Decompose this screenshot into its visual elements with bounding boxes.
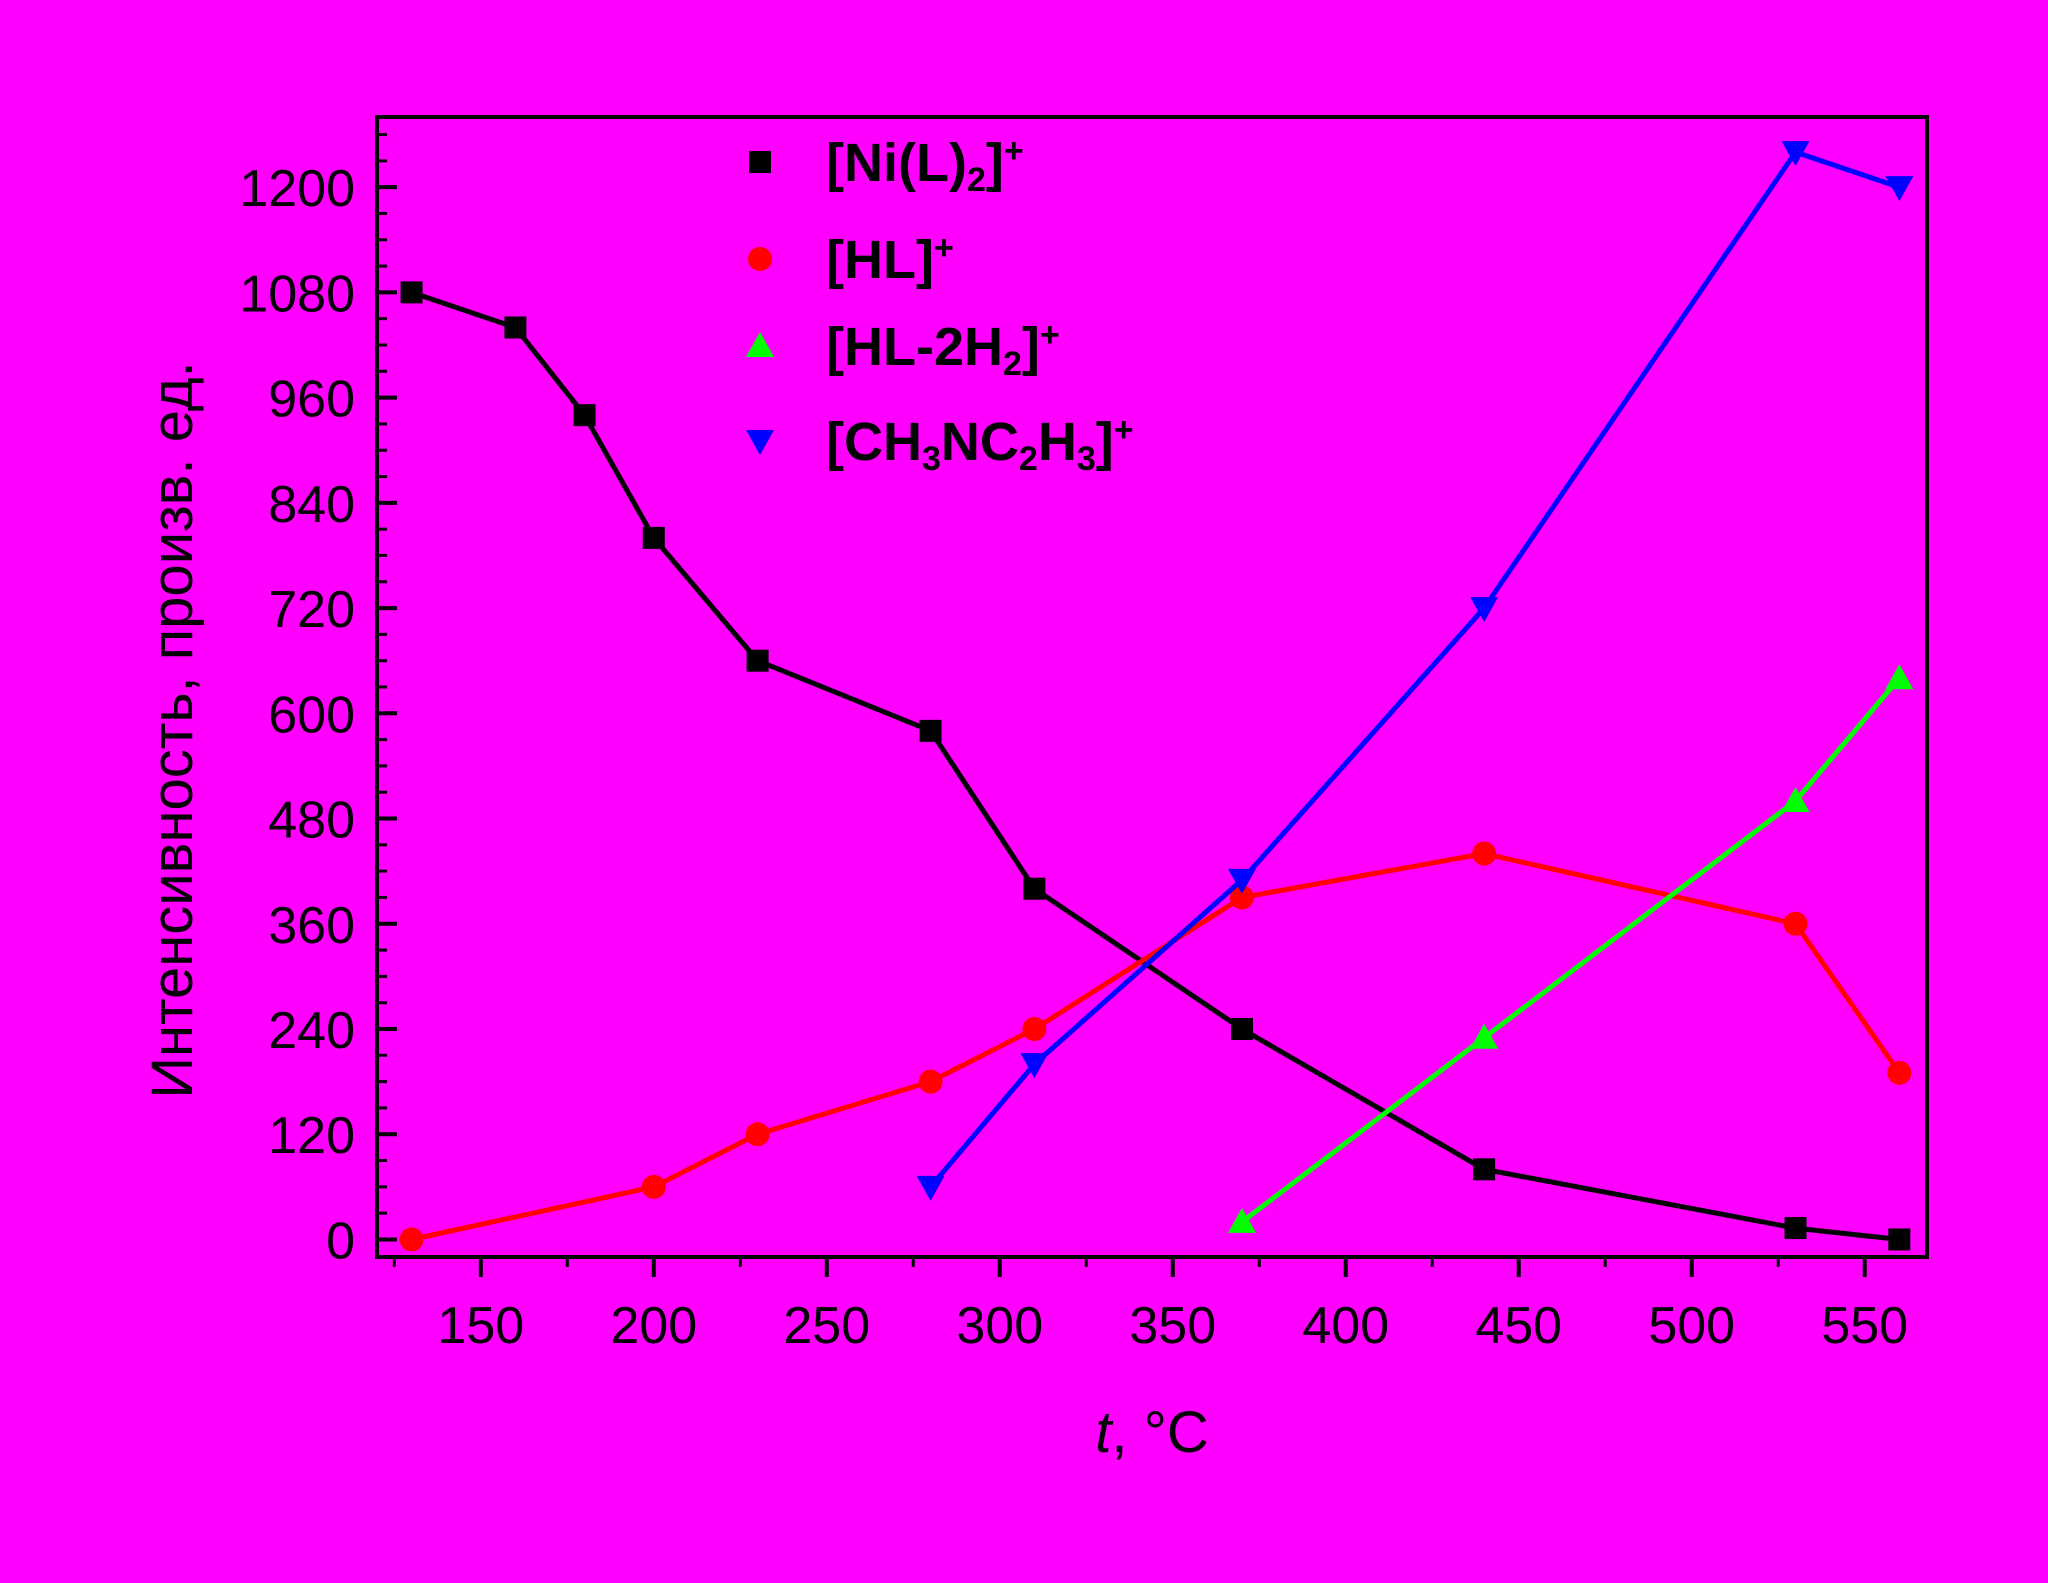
x-tick-label: 200 xyxy=(610,1297,697,1355)
x-axis: 150 200 250 300 350 400 450 500 550 xyxy=(437,1257,1908,1355)
data-point-ch3nc2h3 xyxy=(916,1175,945,1201)
data-point-ni xyxy=(1230,1018,1253,1040)
data-point-ni xyxy=(642,526,665,549)
data-point-ni xyxy=(919,719,942,742)
data-point-hl xyxy=(399,1227,424,1252)
data-point-hl xyxy=(1022,1017,1047,1041)
series-hl xyxy=(399,841,1912,1252)
series-ch3nc2h3 xyxy=(916,141,1914,1201)
legend-marker-hl xyxy=(748,247,772,271)
data-point-ch3nc2h3 xyxy=(1781,141,1810,167)
x-tick-label: 350 xyxy=(1129,1297,1216,1355)
y-tick-label: 360 xyxy=(268,897,355,955)
series-hl2h2 xyxy=(1227,664,1914,1233)
data-point-ni xyxy=(400,281,423,304)
y-tick-label: 240 xyxy=(268,1002,355,1060)
data-point-hl xyxy=(745,1122,770,1147)
data-point-ni xyxy=(1888,1228,1911,1251)
y-axis-title: Интенсивность, произв. ед. xyxy=(140,361,205,1098)
data-point-hl2h2 xyxy=(1885,664,1914,690)
data-point-hl xyxy=(1783,911,1808,936)
x-axis-title-italic: t xyxy=(1095,1400,1114,1465)
data-point-ni xyxy=(1473,1158,1496,1181)
legend-marker-hl2h2 xyxy=(746,332,774,357)
x-tick-label: 400 xyxy=(1302,1297,1389,1355)
data-point-ni xyxy=(504,316,527,339)
data-point-ni xyxy=(1023,877,1046,900)
y-tick-label: 0 xyxy=(326,1212,355,1270)
data-point-hl2h2 xyxy=(1227,1207,1256,1233)
data-point-ni xyxy=(746,649,769,672)
series-line-hl2h2 xyxy=(1240,676,1902,1224)
legend-label-hl2h2: [HL-2H2]+ xyxy=(826,316,1060,383)
y-tick-label: 480 xyxy=(268,792,355,850)
legend-marker-ch3nc2h3 xyxy=(746,430,774,455)
y-tick-label: 600 xyxy=(268,686,355,744)
x-tick-label: 550 xyxy=(1821,1297,1908,1355)
legend-item-hl: [HL]+ xyxy=(748,229,954,290)
data-point-ni xyxy=(1784,1217,1807,1240)
y-axis: 0 120 240 360 480 600 720 840 960 1080 1200 xyxy=(239,160,397,1270)
x-tick-label: 250 xyxy=(783,1297,870,1355)
data-point-ch3nc2h3 xyxy=(1470,597,1499,623)
data-point-ch3nc2h3 xyxy=(1885,176,1914,202)
legend: [Ni(L)2]+ [HL]+ [HL-2H2]+ [CH3NC2H3]+ xyxy=(746,132,1134,478)
legend-item-hl2h2: [HL-2H2]+ xyxy=(746,316,1060,383)
data-point-hl xyxy=(1229,885,1254,910)
y-tick-label: 840 xyxy=(268,476,355,534)
legend-item-ni: [Ni(L)2]+ xyxy=(749,132,1024,199)
series-line-ch3nc2h3 xyxy=(928,149,1901,1189)
data-point-hl2h2 xyxy=(1470,1023,1499,1049)
data-point-hl xyxy=(1887,1060,1912,1085)
x-tick-label: 450 xyxy=(1475,1297,1562,1355)
y-tick-label: 1200 xyxy=(239,160,355,218)
series-ni xyxy=(400,281,1911,1251)
legend-marker-ni xyxy=(749,151,771,173)
x-tick-label: 500 xyxy=(1648,1297,1735,1355)
x-tick-label: 300 xyxy=(956,1297,1043,1355)
y-tick-label: 960 xyxy=(268,371,355,429)
data-point-hl xyxy=(641,1174,666,1199)
legend-item-ch3nc2h3: [CH3NC2H3]+ xyxy=(746,411,1134,478)
legend-label-hl: [HL]+ xyxy=(826,229,954,290)
data-point-ni xyxy=(573,404,596,427)
y-tick-label: 120 xyxy=(268,1107,355,1165)
x-tick-label: 150 xyxy=(437,1297,524,1355)
y-tick-label: 720 xyxy=(268,581,355,639)
x-axis-title-rest: , °C xyxy=(1111,1400,1208,1465)
data-point-ch3nc2h3 xyxy=(1020,1053,1049,1079)
plot-frame xyxy=(375,115,1929,1259)
legend-label-ni: [Ni(L)2]+ xyxy=(826,132,1024,199)
data-point-hl xyxy=(918,1069,943,1094)
legend-label-ch3nc2h3: [CH3NC2H3]+ xyxy=(826,411,1134,478)
data-point-hl xyxy=(1472,841,1497,866)
series-layer xyxy=(399,141,1914,1252)
x-axis-title: t, °C xyxy=(1095,1400,1208,1465)
data-point-hl2h2 xyxy=(1781,787,1810,812)
y-tick-label: 1080 xyxy=(239,265,355,323)
data-point-ch3nc2h3 xyxy=(1227,868,1256,894)
